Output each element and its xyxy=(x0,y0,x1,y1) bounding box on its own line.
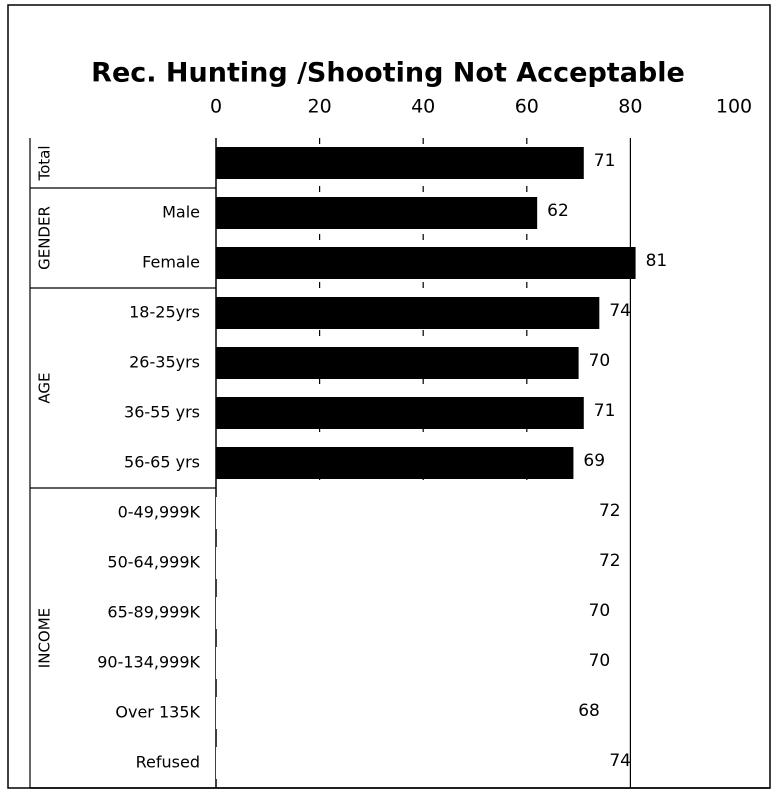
x-tick-label: 40 xyxy=(411,96,435,118)
bar xyxy=(216,297,600,329)
y-tick-label: 26-35yrs xyxy=(129,353,200,372)
value-label: 68 xyxy=(578,701,600,721)
x-tick-label: 0 xyxy=(210,96,222,118)
value-label: 74 xyxy=(609,751,631,771)
value-label: 70 xyxy=(589,601,611,621)
x-tick-label: 80 xyxy=(618,96,642,118)
bar xyxy=(216,147,584,179)
y-tick-label: 0-49,999K xyxy=(118,503,201,522)
bar xyxy=(216,597,579,629)
bar xyxy=(216,397,584,429)
group-label: Total xyxy=(36,145,54,181)
y-tick-label: Over 135K xyxy=(115,703,200,722)
value-label: 72 xyxy=(599,551,621,571)
value-label: 62 xyxy=(547,201,569,221)
y-tick-label: 36-55 yrs xyxy=(124,403,200,422)
value-label: 70 xyxy=(589,651,611,671)
chart-title: Rec. Hunting /Shooting Not Acceptable xyxy=(91,58,685,89)
y-tick-label: 65-89,999K xyxy=(107,603,200,622)
bar xyxy=(216,247,636,279)
y-tick-label: Male xyxy=(162,203,200,222)
y-tick-label: Refused xyxy=(136,753,200,772)
y-tick-label: 90-134,999K xyxy=(97,653,200,672)
value-label: 81 xyxy=(646,251,668,271)
x-tick-label: 60 xyxy=(515,96,539,118)
bar xyxy=(216,347,579,379)
x-tick-label: 20 xyxy=(308,96,332,118)
group-label: GENDER xyxy=(36,206,54,270)
bar xyxy=(216,197,538,229)
group-label: INCOME xyxy=(36,608,54,668)
bar xyxy=(216,697,569,729)
value-label: 69 xyxy=(583,451,605,471)
value-label: 71 xyxy=(594,401,616,421)
y-tick-label: 56-65 yrs xyxy=(124,453,200,472)
bar xyxy=(216,747,600,779)
bar xyxy=(216,647,579,679)
bar xyxy=(216,497,589,529)
x-tick-label: 100 xyxy=(716,96,752,118)
value-label: 74 xyxy=(609,301,631,321)
value-label: 71 xyxy=(594,151,616,171)
group-label: AGE xyxy=(36,372,54,403)
value-label: 72 xyxy=(599,501,621,521)
bar xyxy=(216,447,574,479)
bar xyxy=(216,547,589,579)
value-label: 70 xyxy=(589,351,611,371)
y-tick-label: 50-64,999K xyxy=(107,553,200,572)
y-tick-label: 18-25yrs xyxy=(129,303,200,322)
y-tick-label: Female xyxy=(142,253,200,272)
